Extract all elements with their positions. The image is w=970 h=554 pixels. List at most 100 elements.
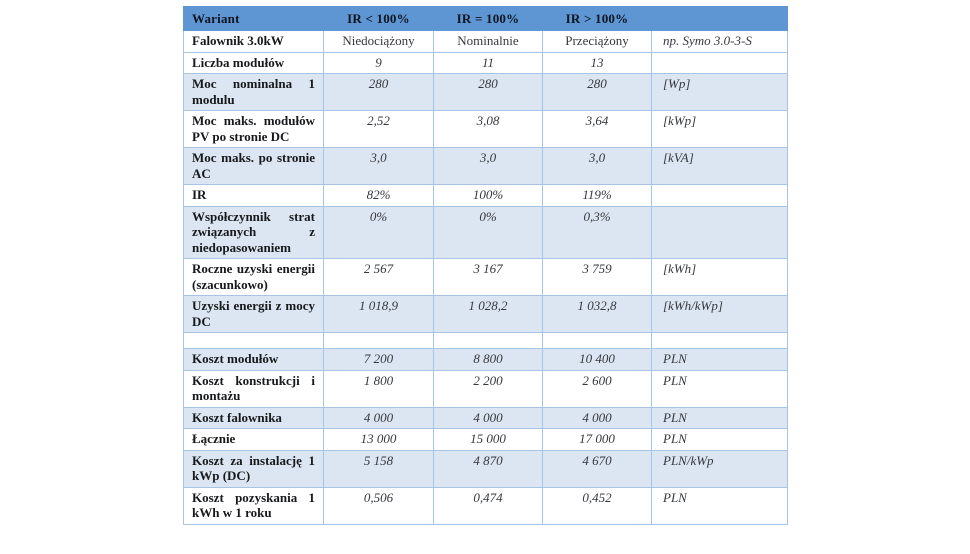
value-cell: 10 400 bbox=[542, 348, 652, 371]
row-label-cell: Koszt konstrukcji i montażu bbox=[183, 369, 324, 408]
unit-cell: [kWh] bbox=[651, 258, 788, 296]
value-cell: Przeciążony bbox=[542, 30, 652, 53]
value-cell: 4 000 bbox=[433, 406, 543, 429]
value-cell: 13 000 bbox=[323, 428, 434, 451]
table-row: Uzyski energii z mocy DC 1 018,9 1 028,2 1 … bbox=[183, 295, 788, 333]
unit-cell bbox=[651, 184, 788, 207]
header-cell: IR = 100% bbox=[433, 6, 543, 31]
row-label-cell: IR bbox=[183, 184, 324, 207]
value-cell: 4 670 bbox=[542, 449, 652, 488]
value-cell: 82% bbox=[323, 184, 434, 207]
value-cell: 1 032,8 bbox=[542, 295, 652, 333]
value-cell: 0,474 bbox=[433, 486, 543, 525]
value-cell: 2 567 bbox=[323, 258, 434, 296]
table-row: Liczba modułów 9 11 13 bbox=[183, 51, 788, 74]
table-row: Koszt za instalację 1 kWp (DC) 5 158 4 870… bbox=[183, 449, 788, 488]
table-row: Koszt modułów 7 200 8 800 10 400 PLN bbox=[183, 348, 788, 371]
row-label-cell: Moc nominalna 1 modulu bbox=[183, 73, 324, 111]
spacer-row bbox=[183, 332, 788, 349]
table-head: Wariant IR < 100% IR = 100% IR > 100% bbox=[183, 6, 788, 31]
header-cell: Wariant bbox=[183, 6, 324, 31]
value-cell: 0,452 bbox=[542, 486, 652, 525]
value-cell: 280 bbox=[323, 73, 434, 111]
value-cell: 8 800 bbox=[433, 348, 543, 371]
table-row: Moc maks. po stronie AC 3,0 3,0 3,0 [kVA] bbox=[183, 147, 788, 185]
row-label-cell: Moc maks. modułów PV po stronie DC bbox=[183, 110, 324, 148]
unit-cell: PLN bbox=[651, 406, 788, 429]
unit-cell: np. Symo 3.0-3-S bbox=[651, 30, 788, 53]
row-label-cell: Koszt modułów bbox=[183, 348, 324, 371]
unit-cell: [kVA] bbox=[651, 147, 788, 185]
value-cell: 119% bbox=[542, 184, 652, 207]
value-cell: 4 000 bbox=[323, 406, 434, 429]
row-label-cell: Koszt pozyskania 1 kWh w 1 roku bbox=[183, 486, 324, 525]
row-label-cell: Uzyski energii z mocy DC bbox=[183, 295, 324, 333]
value-cell bbox=[433, 332, 543, 349]
value-cell: 1 028,2 bbox=[433, 295, 543, 333]
value-cell: 0,506 bbox=[323, 486, 434, 525]
value-cell: 280 bbox=[542, 73, 652, 111]
value-cell bbox=[542, 332, 652, 349]
unit-cell: [kWh/kWp] bbox=[651, 295, 788, 333]
row-label-cell: Współczynnik strat związanych z niedopas… bbox=[183, 205, 324, 259]
value-cell: 1 018,9 bbox=[323, 295, 434, 333]
header-cell bbox=[651, 6, 788, 31]
value-cell: 3,08 bbox=[433, 110, 543, 148]
value-cell: Nominalnie bbox=[433, 30, 543, 53]
row-label-cell: Łącznie bbox=[183, 428, 324, 451]
table-container: Wariant IR < 100% IR = 100% IR > 100% Falow… bbox=[183, 6, 788, 525]
table-header-row: Wariant IR < 100% IR = 100% IR > 100% bbox=[183, 6, 788, 31]
table-row: Falownik 3.0kW Niedociążony Nominalnie Prze… bbox=[183, 30, 788, 53]
unit-cell: PLN bbox=[651, 428, 788, 451]
row-label-cell: Roczne uzyski energii (szacunkowo) bbox=[183, 258, 324, 296]
value-cell: 3 759 bbox=[542, 258, 652, 296]
unit-cell bbox=[651, 51, 788, 74]
value-cell: 2,52 bbox=[323, 110, 434, 148]
row-label-cell: Liczba modułów bbox=[183, 51, 324, 74]
unit-cell bbox=[651, 205, 788, 259]
value-cell: 11 bbox=[433, 51, 543, 74]
value-cell: 3,0 bbox=[323, 147, 434, 185]
value-cell: 0% bbox=[323, 205, 434, 259]
value-cell: 2 600 bbox=[542, 369, 652, 408]
value-cell: Niedociążony bbox=[323, 30, 434, 53]
row-label-cell: Falownik 3.0kW bbox=[183, 30, 324, 53]
value-cell: 1 800 bbox=[323, 369, 434, 408]
value-cell: 13 bbox=[542, 51, 652, 74]
row-label-cell: Koszt falownika bbox=[183, 406, 324, 429]
value-cell: 100% bbox=[433, 184, 543, 207]
table-row: Koszt falownika 4 000 4 000 4 000 PLN bbox=[183, 406, 788, 429]
header-cell: IR > 100% bbox=[542, 6, 652, 31]
value-cell: 3,0 bbox=[542, 147, 652, 185]
unit-cell: PLN bbox=[651, 486, 788, 525]
pv-sizing-table: Wariant IR < 100% IR = 100% IR > 100% Falow… bbox=[183, 6, 788, 525]
value-cell: 2 200 bbox=[433, 369, 543, 408]
table-body: Falownik 3.0kW Niedociążony Nominalnie Prze… bbox=[183, 30, 788, 525]
value-cell: 15 000 bbox=[433, 428, 543, 451]
table-row: Koszt konstrukcji i montażu 1 800 2 200 2 6… bbox=[183, 369, 788, 408]
value-cell: 280 bbox=[433, 73, 543, 111]
value-cell: 3,0 bbox=[433, 147, 543, 185]
unit-cell: PLN/kWp bbox=[651, 449, 788, 488]
table-row: Współczynnik strat związanych z niedopas… bbox=[183, 205, 788, 259]
unit-cell: [Wp] bbox=[651, 73, 788, 111]
value-cell: 4 870 bbox=[433, 449, 543, 488]
value-cell bbox=[323, 332, 434, 349]
value-cell: 4 000 bbox=[542, 406, 652, 429]
unit-cell: PLN bbox=[651, 369, 788, 408]
table-row: Moc maks. modułów PV po stronie DC 2,52 3,… bbox=[183, 110, 788, 148]
value-cell: 0% bbox=[433, 205, 543, 259]
unit-cell: [kWp] bbox=[651, 110, 788, 148]
value-cell: 5 158 bbox=[323, 449, 434, 488]
table-row: Koszt pozyskania 1 kWh w 1 roku 0,506 0,47… bbox=[183, 486, 788, 525]
value-cell: 3 167 bbox=[433, 258, 543, 296]
value-cell: 7 200 bbox=[323, 348, 434, 371]
value-cell: 17 000 bbox=[542, 428, 652, 451]
table-row: Roczne uzyski energii (szacunkowo) 2 567 3… bbox=[183, 258, 788, 296]
header-cell: IR < 100% bbox=[323, 6, 434, 31]
row-label-cell: Koszt za instalację 1 kWp (DC) bbox=[183, 449, 324, 488]
unit-cell: PLN bbox=[651, 348, 788, 371]
table-row: IR 82% 100% 119% bbox=[183, 184, 788, 207]
value-cell: 3,64 bbox=[542, 110, 652, 148]
